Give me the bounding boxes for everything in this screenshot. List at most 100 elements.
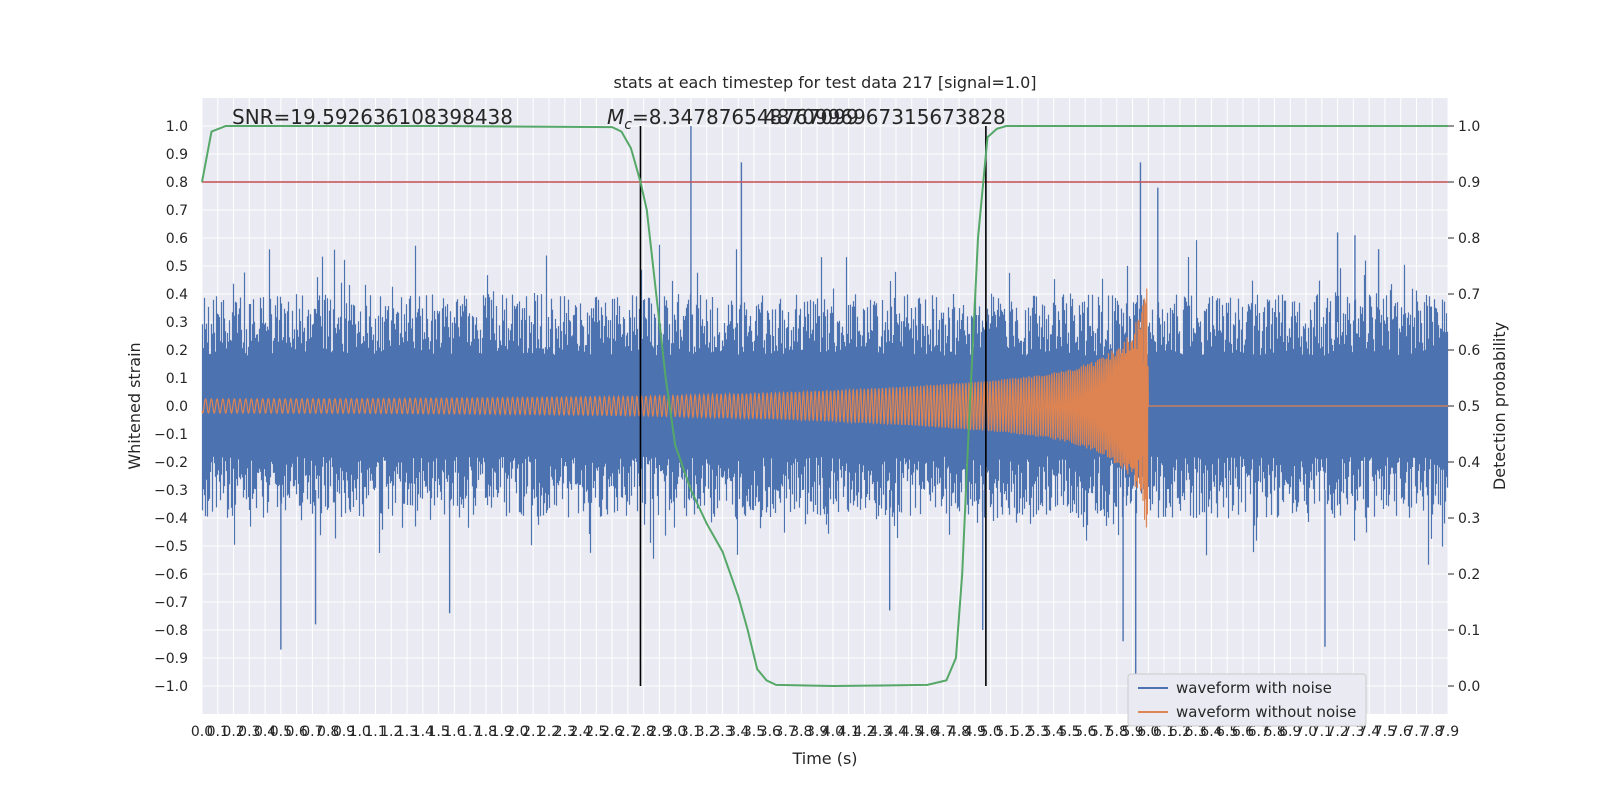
y-tick-label: −0.1 xyxy=(154,427,188,443)
x-tick-label: 2.9 xyxy=(648,724,670,740)
x-tick-label: 1.7 xyxy=(459,724,481,740)
mc-annotation: Mc=8.347876548767099 xyxy=(607,105,859,133)
x-tick-label: 3.7 xyxy=(774,724,796,740)
clean-waveform-line xyxy=(201,288,1448,528)
y-tick-label: −0.7 xyxy=(154,595,188,611)
x-tick-label: 6.2 xyxy=(1169,724,1191,740)
x-tick-label: 7.4 xyxy=(1358,724,1380,740)
legend-label-noise: waveform with noise xyxy=(1176,679,1332,697)
x-tick-label: 3.4 xyxy=(727,724,749,740)
x-tick-label: 6.0 xyxy=(1137,724,1159,740)
x-tick-label: 7.6 xyxy=(1390,724,1412,740)
x-tick-label: 2.0 xyxy=(506,724,528,740)
x-tick-label: 5.2 xyxy=(1011,724,1033,740)
x-tick-label: 3.3 xyxy=(711,724,733,740)
x-tick-label: 7.9 xyxy=(1437,724,1459,740)
y-axis-right-label: Detection probability xyxy=(1490,322,1509,490)
x-tick-label: 4.9 xyxy=(964,724,986,740)
y-right-tick-label: 0.1 xyxy=(1458,623,1480,639)
y-right-tick-label: 0.5 xyxy=(1458,399,1480,415)
x-tick-label: 5.3 xyxy=(1027,724,1049,740)
x-tick-label: 0.7 xyxy=(301,724,323,740)
x-tick-label: 1.8 xyxy=(475,724,497,740)
y-tick-label: 0.5 xyxy=(166,259,188,275)
x-tick-label: 6.7 xyxy=(1248,724,1270,740)
x-tick-label: 3.6 xyxy=(759,724,781,740)
y-right-tick-label: 0.4 xyxy=(1458,455,1480,471)
x-tick-label: 2.6 xyxy=(601,724,623,740)
vertical-markers xyxy=(639,126,987,686)
y-right-tick-label: 0.3 xyxy=(1458,511,1480,527)
chart-title: stats at each timestep for test data 217… xyxy=(613,73,1036,92)
y-right-tick-label: 0.6 xyxy=(1458,343,1480,359)
y-tick-label: −0.6 xyxy=(154,567,188,583)
x-tick-label: 5.5 xyxy=(1058,724,1080,740)
x-tick-label: 5.1 xyxy=(995,724,1017,740)
x-tick-label: 7.7 xyxy=(1405,724,1427,740)
x-tick-label: 4.3 xyxy=(869,724,891,740)
x-tick-label: 1.9 xyxy=(491,724,513,740)
y-right-tick-label: 1.0 xyxy=(1458,119,1480,135)
x-axis-label: Time (s) xyxy=(791,749,857,768)
x-tick-label: 5.6 xyxy=(1074,724,1096,740)
y-tick-label: 0.2 xyxy=(166,343,188,359)
x-tick-label: 4.2 xyxy=(853,724,875,740)
x-tick-label: 0.1 xyxy=(207,724,229,740)
x-tick-label: 6.1 xyxy=(1153,724,1175,740)
x-tick-label: 4.6 xyxy=(916,724,938,740)
x-tick-label: 6.9 xyxy=(1279,724,1301,740)
y-tick-label: 0.9 xyxy=(166,147,188,163)
x-tick-label: 6.6 xyxy=(1232,724,1254,740)
x-tick-label: 3.5 xyxy=(743,724,765,740)
x-tick-label: 7.0 xyxy=(1295,724,1317,740)
x-tick-label: 3.2 xyxy=(696,724,718,740)
y-tick-label: 0.7 xyxy=(166,203,188,219)
x-tick-label: 0.2 xyxy=(222,724,244,740)
mc-overlap-annotation: 4870996967315673828 xyxy=(764,105,1006,129)
y-tick-label: 0.4 xyxy=(166,287,188,303)
x-tick-label: 5.4 xyxy=(1043,724,1065,740)
y-tick-label: 1.0 xyxy=(166,119,188,135)
y-tick-label: −0.2 xyxy=(154,455,188,471)
x-tick-label: 4.4 xyxy=(885,724,907,740)
y-axis-label: Whitened strain xyxy=(125,342,144,469)
legend-box xyxy=(1127,673,1367,727)
x-tick-label: 2.8 xyxy=(632,724,654,740)
x-tick-label: 0.4 xyxy=(254,724,276,740)
x-tick-label: 4.5 xyxy=(901,724,923,740)
x-tick-label: 0.5 xyxy=(270,724,292,740)
x-tick-label: 7.2 xyxy=(1326,724,1348,740)
x-tick-label: 6.3 xyxy=(1185,724,1207,740)
x-tick-label: 1.1 xyxy=(364,724,386,740)
x-tick-label: 2.4 xyxy=(569,724,591,740)
detection-probability-series xyxy=(201,125,1448,688)
y-tick-label: −0.8 xyxy=(154,623,188,639)
x-tick-label: 7.8 xyxy=(1421,724,1443,740)
y-tick-label: 0.3 xyxy=(166,315,188,331)
x-tick-label: 1.0 xyxy=(349,724,371,740)
x-tick-label: 1.6 xyxy=(443,724,465,740)
y-tick-label: −0.5 xyxy=(154,539,188,555)
x-tick-label: 2.2 xyxy=(538,724,560,740)
y-right-tick-label: 0.7 xyxy=(1458,287,1480,303)
x-tick-label: 0.0 xyxy=(191,724,213,740)
x-tick-label: 7.1 xyxy=(1311,724,1333,740)
x-tick-label: 1.4 xyxy=(412,724,434,740)
y-tick-label: 0.8 xyxy=(166,175,188,191)
x-tick-label: 1.5 xyxy=(427,724,449,740)
y-right-tick-label: 0.0 xyxy=(1458,679,1480,695)
x-tick-label: 0.3 xyxy=(238,724,260,740)
y-right-tick-label: 0.8 xyxy=(1458,231,1480,247)
x-tick-label: 6.8 xyxy=(1263,724,1285,740)
x-tick-label: 4.8 xyxy=(948,724,970,740)
x-tick-label: 3.0 xyxy=(664,724,686,740)
x-tick-label: 2.3 xyxy=(554,724,576,740)
waveform-without-noise-series xyxy=(201,288,1448,528)
x-tick-label: 0.6 xyxy=(286,724,308,740)
x-tick-label: 7.3 xyxy=(1342,724,1364,740)
y-tick-label: 0.0 xyxy=(166,399,188,415)
y-tick-label: 0.1 xyxy=(166,371,188,387)
legend-label-clean: waveform without noise xyxy=(1176,703,1356,721)
y-tick-label: −1.0 xyxy=(154,679,188,695)
x-tick-label: 5.0 xyxy=(979,724,1001,740)
